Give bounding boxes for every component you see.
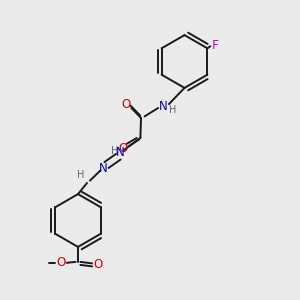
Text: O: O [118, 142, 127, 155]
Text: H: H [77, 170, 85, 181]
Text: N: N [116, 146, 125, 160]
Text: O: O [93, 258, 102, 272]
Text: N: N [99, 161, 108, 175]
Text: F: F [211, 39, 218, 52]
Text: O: O [56, 256, 65, 269]
Text: H: H [111, 146, 118, 157]
Text: O: O [122, 98, 130, 112]
Text: N: N [159, 100, 168, 113]
Text: H: H [169, 105, 176, 115]
